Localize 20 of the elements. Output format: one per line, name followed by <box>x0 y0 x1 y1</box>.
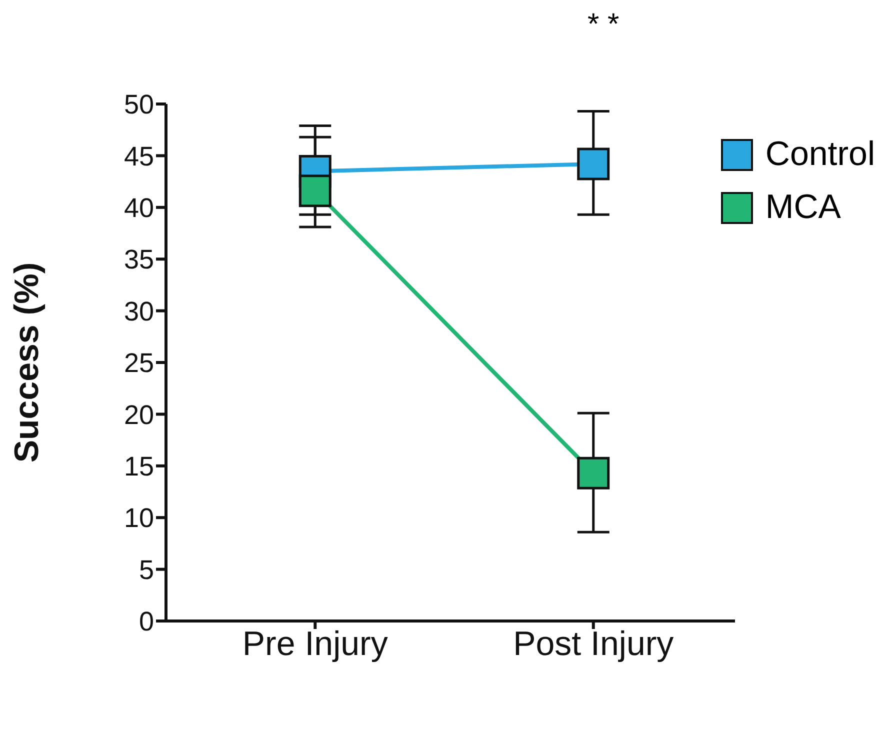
y-tick-label: 30 <box>124 296 154 326</box>
legend-label: MCA <box>765 188 841 227</box>
point <box>577 148 610 180</box>
text: * * <box>586 8 620 42</box>
y-tick-label: 10 <box>124 503 154 534</box>
x-tick-label: Pre Injury <box>242 625 388 664</box>
legend-label: Control <box>765 135 875 174</box>
y-tick-label: 5 <box>138 554 154 585</box>
y-tick-label: 35 <box>124 244 154 275</box>
y-tick-label: 20 <box>124 400 154 430</box>
y-axis-title: Success (%) <box>8 262 46 463</box>
point <box>577 456 610 490</box>
y-tick-label: 0 <box>138 606 154 637</box>
y-tick-label: 50 <box>124 90 154 120</box>
point <box>298 174 332 208</box>
y-tick-label: 40 <box>124 192 154 223</box>
y-tick-label: 45 <box>124 141 154 172</box>
y-tick-label: 25 <box>124 348 154 378</box>
y-tick-label: 15 <box>124 451 154 482</box>
x-tick-label: Post Injury <box>513 625 674 664</box>
